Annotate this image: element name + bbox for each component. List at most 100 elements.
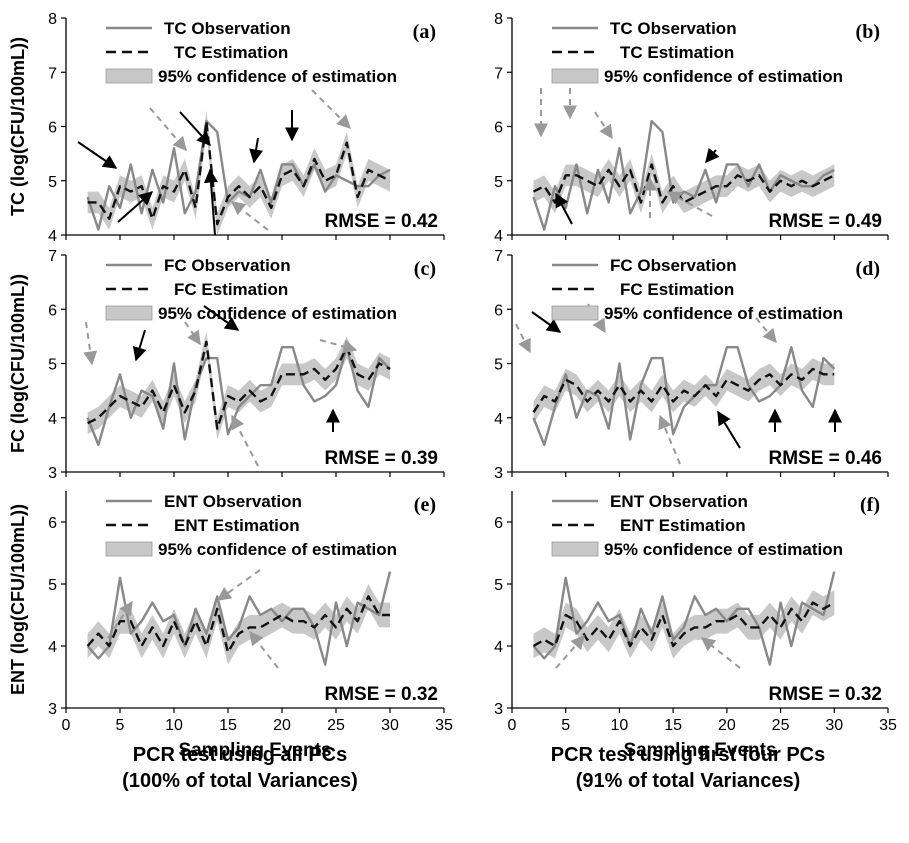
estimation-line — [86, 595, 390, 654]
x-tick-label: 30 — [825, 717, 843, 734]
panel-d: 3 4 5 6 7 FC Observation FC Estimation 95% conf… — [494, 248, 889, 482]
y-tick-label: 4 — [494, 228, 503, 245]
panel-a: 4 5 6 7 8 TC (log(CFU/100mL)) TC Observation TC… — [8, 11, 445, 245]
annotation-arrow-gray — [594, 111, 613, 140]
caption-right-line2: (91% of total Variances) — [575, 770, 801, 792]
caption-right-line1: PCR test using first four PCs — [550, 744, 826, 766]
panel-f: 3 4 5 6 0 5 10 15 20 25 30 35 Sampling Events ENT Obs… — [494, 491, 897, 761]
annotation-arrow-gray — [700, 637, 741, 669]
annotation-arrow-gray — [311, 89, 351, 129]
y-tick-label: 8 — [494, 11, 503, 28]
estimation-line — [532, 601, 835, 648]
rmse-label: RMSE = 0.46 — [768, 448, 882, 469]
legend-confidence-label: 95% confidence of estimation — [604, 67, 843, 86]
legend-observation-label: TC Observation — [610, 19, 737, 38]
annotation-arrow-black — [531, 311, 562, 333]
observation-line — [532, 571, 836, 666]
estimation-line — [87, 119, 391, 226]
rmse-label: RMSE = 0.39 — [324, 448, 438, 469]
y-tick-label: 3 — [48, 465, 57, 482]
x-tick-label: 15 — [664, 717, 682, 734]
legend-estimation-label: ENT Estimation — [174, 516, 300, 535]
y-tick-label: 5 — [48, 174, 57, 191]
annotation-arrow-gray — [216, 569, 261, 601]
annotation-arrow-gray — [184, 321, 201, 346]
x-tick-label: 5 — [116, 717, 125, 734]
x-tick-label: 10 — [611, 717, 629, 734]
caption-left: PCR test using all PCs (100% of total Va… — [20, 742, 460, 794]
legend-observation-label: ENT Observation — [610, 492, 748, 511]
annotation-arrow-black — [179, 111, 211, 147]
x-tick-label: 15 — [219, 717, 237, 734]
panel-letter: (e) — [414, 494, 436, 516]
rmse-label: RMSE = 0.42 — [324, 211, 438, 232]
y-tick-label: 6 — [48, 515, 57, 532]
legend-observation-label: ENT Observation — [164, 492, 302, 511]
x-tick-label: 20 — [718, 717, 736, 734]
confidence-band — [87, 110, 390, 235]
annotation-arrow-black — [117, 191, 154, 223]
annotation-arrow-gray — [666, 191, 713, 217]
panel-letter: (f) — [860, 494, 880, 516]
y-tick-label: 5 — [494, 577, 503, 594]
legend-confidence-swatch — [551, 305, 599, 321]
annotation-arrow-gray — [515, 323, 531, 354]
y-tick-label: 5 — [494, 174, 503, 191]
rmse-label: RMSE = 0.32 — [768, 684, 882, 705]
y-tick-label: 7 — [494, 65, 503, 82]
annotation-arrow-gray — [755, 317, 777, 344]
y-tick-label: 6 — [48, 302, 57, 319]
y-tick-label: 5 — [48, 357, 57, 374]
legend-estimation-label: TC Estimation — [174, 43, 288, 62]
annotation-arrow-gray — [231, 414, 259, 467]
x-tick-label: 25 — [772, 717, 790, 734]
legend-confidence-swatch — [551, 541, 599, 557]
annotation-arrow-gray — [658, 414, 681, 465]
annotation-arrow-gray — [107, 600, 133, 639]
x-tick-label: 25 — [327, 717, 345, 734]
y-tick-label: 6 — [494, 120, 503, 137]
x-tick-label: 20 — [273, 717, 291, 734]
panel-letter: (a) — [413, 21, 436, 43]
observation-line — [86, 571, 392, 666]
y-tick-label: 6 — [494, 515, 503, 532]
y-axis-label: TC (log(CFU/100mL)) — [8, 37, 28, 216]
y-tick-label: 3 — [494, 465, 503, 482]
annotation-arrow-gray — [230, 201, 269, 231]
annotation-arrow-black — [249, 137, 263, 164]
legend-confidence-label: 95% confidence of estimation — [604, 540, 843, 559]
caption-right: PCR test using first four PCs (91% of to… — [468, 742, 908, 794]
legend-observation-label: FC Observation — [610, 256, 737, 275]
x-axis-label: Sampling Events — [178, 740, 331, 761]
annotation-arrow-black — [203, 305, 240, 331]
legend-estimation-label: FC Estimation — [174, 280, 288, 299]
y-tick-label: 5 — [48, 577, 57, 594]
annotation-arrow-black — [132, 329, 147, 362]
y-axis-label: ENT (log(CFU/100mL)) — [8, 504, 28, 695]
legend-confidence-swatch — [105, 68, 153, 84]
legend-observation-label: TC Observation — [164, 19, 291, 38]
observation-line — [532, 346, 836, 447]
legend-confidence-label: 95% confidence of estimation — [158, 67, 397, 86]
y-tick-label: 4 — [494, 639, 503, 656]
panel-c: 3 4 5 6 7 FC (log(CFU/100mL)) FC Observation FC… — [8, 248, 445, 482]
legend-observation-label: FC Observation — [164, 256, 291, 275]
x-tick-label: 30 — [381, 717, 399, 734]
x-tick-label: 0 — [508, 717, 517, 734]
confidence-band — [87, 330, 390, 440]
x-tick-label: 10 — [165, 717, 183, 734]
panel-letter: (b) — [856, 21, 880, 43]
x-tick-label: 35 — [879, 717, 897, 734]
annotation-arrow-gray — [555, 634, 585, 669]
x-tick-label: 0 — [62, 717, 71, 734]
legend-estimation-label: TC Estimation — [620, 43, 734, 62]
annotation-arrow-black — [203, 168, 218, 236]
annotation-arrow-gray — [249, 630, 279, 669]
panel-letter: (d) — [856, 258, 880, 280]
rmse-label: RMSE = 0.32 — [324, 684, 438, 705]
y-tick-label: 8 — [48, 11, 57, 28]
annotation-arrow-black — [705, 147, 720, 164]
x-axis-label: Sampling Events — [623, 740, 776, 761]
caption-left-line2: (100% of total Variances) — [122, 770, 358, 792]
estimation-line — [87, 340, 391, 430]
